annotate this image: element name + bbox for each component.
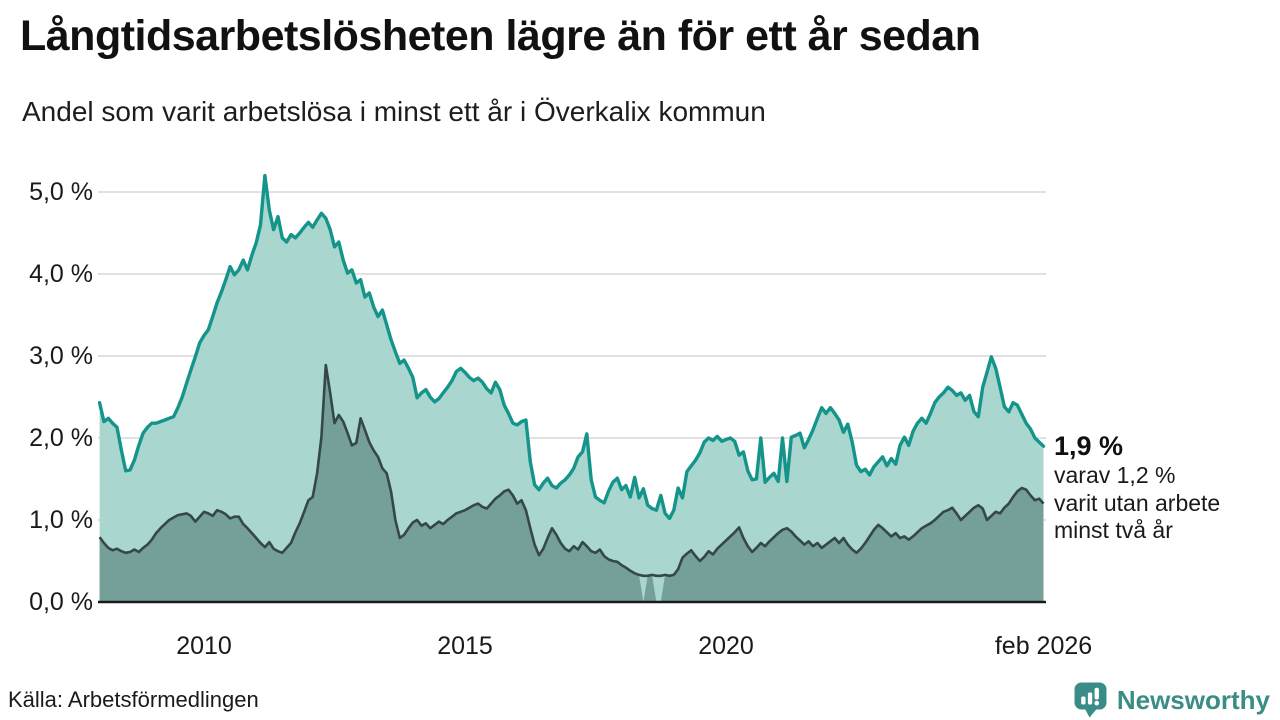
y-axis-label: 1,0 % — [29, 506, 93, 534]
newsworthy-logo: Newsworthy — [1072, 681, 1270, 719]
area-chart-svg — [97, 173, 1046, 604]
y-axis-label: 3,0 % — [29, 342, 93, 370]
x-axis-labels: 2010 2015 2020 feb 2026 — [0, 630, 1280, 664]
line-unemployed-1yr — [97, 173, 1046, 521]
y-axis-label: 2,0 % — [29, 424, 93, 452]
y-axis-label: 0,0 % — [29, 588, 93, 616]
chart-canvas: 5,0 % 4,0 % 3,0 % 2,0 % 1,0 % 0,0 % — [0, 150, 1280, 620]
page-title: Långtidsarbetslösheten lägre än för ett … — [20, 12, 981, 60]
source-credit: Källa: Arbetsförmedlingen — [8, 687, 259, 712]
x-axis-label: 2010 — [176, 632, 232, 660]
annotation-line: minst två år — [1054, 517, 1173, 543]
x-axis-label: 2015 — [437, 632, 493, 660]
page-subtitle: Andel som varit arbetslösa i minst ett å… — [22, 96, 766, 127]
end-value-label: 1,9 % — [1054, 431, 1124, 461]
y-axis-label: 4,0 % — [29, 260, 93, 288]
x-axis-label: feb 2026 — [994, 632, 1093, 660]
y-axis-label: 5,0 % — [29, 178, 93, 206]
line-unemployed-2yr — [98, 363, 1045, 578]
annotation-line: varit utan arbete — [1054, 489, 1221, 516]
x-axis-label: 2020 — [698, 632, 754, 660]
newsworthy-chart-bubble-icon — [1074, 682, 1107, 718]
annotation-line: varav 1,2 % — [1054, 462, 1176, 488]
brand-wordmark: Newsworthy — [1116, 684, 1270, 715]
end-value-annotation: 1,9 % varav 1,2 % varit utan arbete mins… — [1054, 430, 1276, 545]
